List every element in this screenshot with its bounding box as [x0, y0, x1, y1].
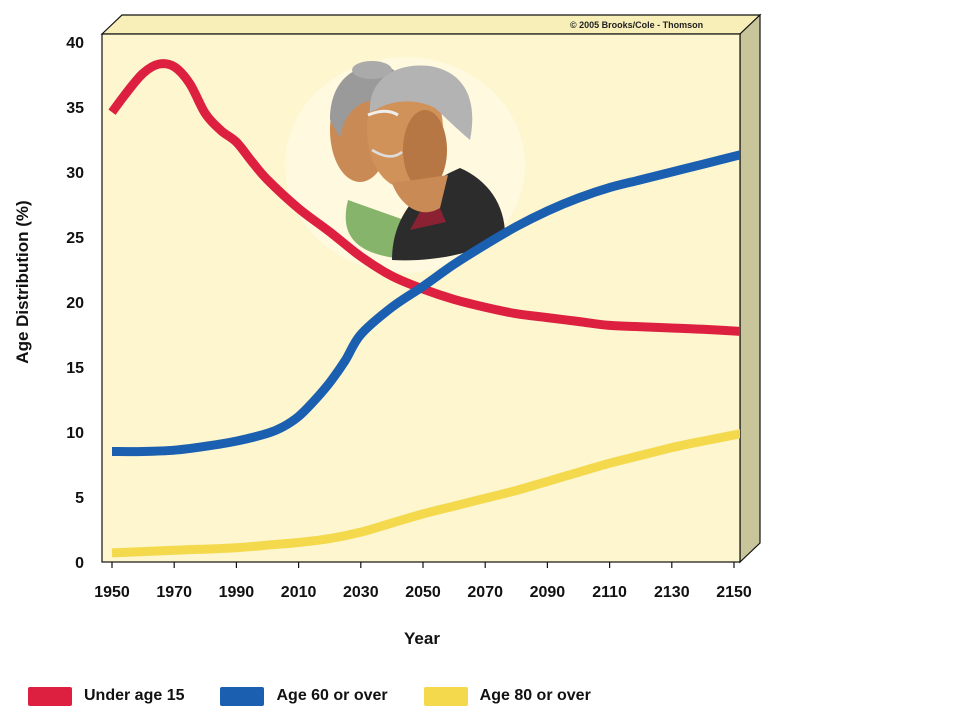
- x-tick-label: 2050: [405, 584, 441, 601]
- elderly-couple-illustration: [285, 57, 525, 273]
- y-tick-label: 40: [66, 35, 84, 52]
- axis-ticks: [111, 562, 735, 568]
- x-tick-label: 2110: [592, 584, 627, 601]
- plot-box-side-face: [739, 13, 761, 564]
- x-axis-tick-labels: 1950 1970 1990 2010 2030 2050 2070 2090 2110 2130…: [94, 584, 752, 601]
- y-tick-label: 15: [66, 360, 84, 377]
- x-tick-label: 2010: [281, 584, 317, 601]
- legend-swatch-80-over: [423, 686, 468, 706]
- x-tick-label: 1990: [219, 584, 255, 601]
- series-line-under-15: [108, 59, 740, 336]
- legend-swatch-under-15: [28, 686, 72, 706]
- y-axis-title: Age Distribution (%): [13, 200, 32, 363]
- y-tick-label: 0: [75, 555, 84, 572]
- legend-swatch-60-over: [220, 686, 265, 706]
- y-tick-label: 25: [66, 230, 84, 247]
- x-tick-label: 1970: [156, 584, 192, 601]
- legend-item-60-over: Age 60 or over: [220, 686, 388, 706]
- legend: Under age 15 Age 60 or over Age 80 or ov…: [28, 685, 627, 707]
- y-axis-tick-labels: 0 5 10 15 20 25 30 35 40: [66, 35, 84, 572]
- legend-item-under-15: Under age 15: [28, 686, 185, 706]
- x-tick-label: 1950: [94, 584, 130, 601]
- series-line-80-over: [111, 429, 740, 558]
- series-line-60-over: [111, 150, 740, 457]
- x-tick-label: 2030: [343, 584, 379, 601]
- legend-item-80-over: Age 80 or over: [423, 686, 591, 706]
- y-tick-label: 35: [66, 100, 84, 117]
- legend-label-80-over: Age 80 or over: [479, 687, 591, 704]
- y-tick-label: 10: [66, 425, 84, 442]
- x-axis-title: Year: [404, 629, 440, 648]
- y-tick-label: 20: [66, 295, 84, 312]
- series-lines: [108, 59, 740, 558]
- y-tick-label: 5: [75, 490, 84, 507]
- age-distribution-chart: © 2005 Brooks/Cole - Thomson 0 5 10 15 20 25 3…: [13, 13, 762, 648]
- x-tick-label: 2070: [467, 584, 503, 601]
- y-tick-label: 30: [66, 165, 84, 182]
- legend-label-60-over: Age 60 or over: [276, 687, 388, 704]
- x-tick-label: 2130: [654, 584, 690, 601]
- x-tick-label: 2090: [530, 584, 566, 601]
- x-tick-label: 2150: [716, 584, 752, 601]
- copyright-credit: © 2005 Brooks/Cole - Thomson: [570, 20, 703, 30]
- legend-label-under-15: Under age 15: [84, 687, 185, 704]
